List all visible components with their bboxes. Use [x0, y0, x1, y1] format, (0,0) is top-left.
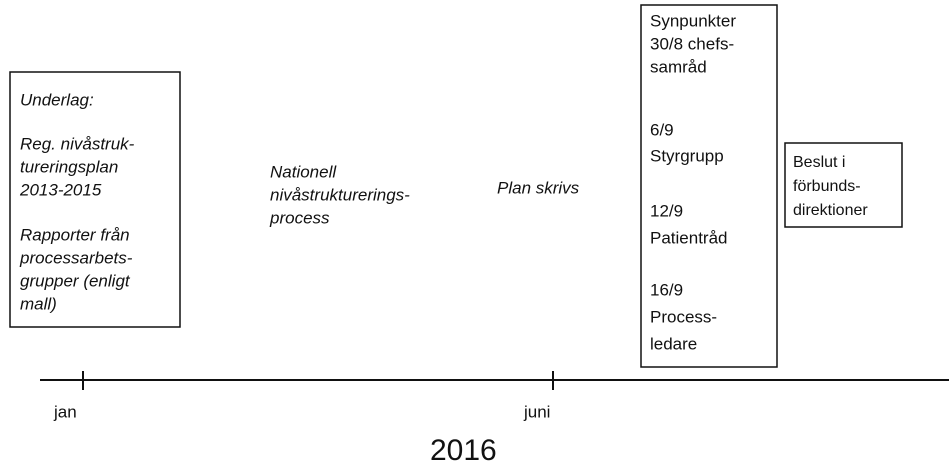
- axis-label: juni: [523, 402, 550, 421]
- box-line: 2013-2015: [19, 180, 102, 199]
- box-line: tureringsplan: [20, 157, 118, 176]
- review-line: ledare: [650, 334, 697, 353]
- decision-line: direktioner: [793, 202, 868, 219]
- box-line: processarbets-: [19, 248, 133, 267]
- decision-line: förbunds-: [793, 178, 861, 195]
- heading: Underlag:: [20, 90, 94, 109]
- review-box: [640, 4, 778, 368]
- process-line: Nationell: [270, 162, 337, 181]
- box-line: mall): [20, 294, 57, 313]
- box-line: grupper (enligt: [20, 271, 131, 290]
- decision-box: [784, 142, 903, 228]
- review-line: 16/9: [650, 280, 683, 299]
- review-line: Process-: [650, 307, 717, 326]
- process-line: process: [269, 208, 330, 227]
- review-line: Styrgrupp: [650, 146, 724, 165]
- process-line: nivåstrukturerings-: [270, 185, 410, 204]
- review-line: samråd: [650, 57, 707, 76]
- plan-label: Plan skrivs: [497, 178, 580, 197]
- box-line: Rapporter från: [20, 225, 130, 244]
- box-line: Reg. nivåstruk-: [20, 134, 135, 153]
- review-line: Patientråd: [650, 228, 728, 247]
- review-line: 6/9: [650, 120, 674, 139]
- review-line: 12/9: [650, 201, 683, 220]
- review-line: 30/8 chefs-: [650, 34, 734, 53]
- underlag-box: [9, 71, 181, 328]
- decision-line: Beslut i: [793, 154, 845, 171]
- axis-label: jan: [53, 402, 77, 421]
- year-label: 2016: [430, 434, 497, 466]
- review-line: Synpunkter: [650, 11, 736, 30]
